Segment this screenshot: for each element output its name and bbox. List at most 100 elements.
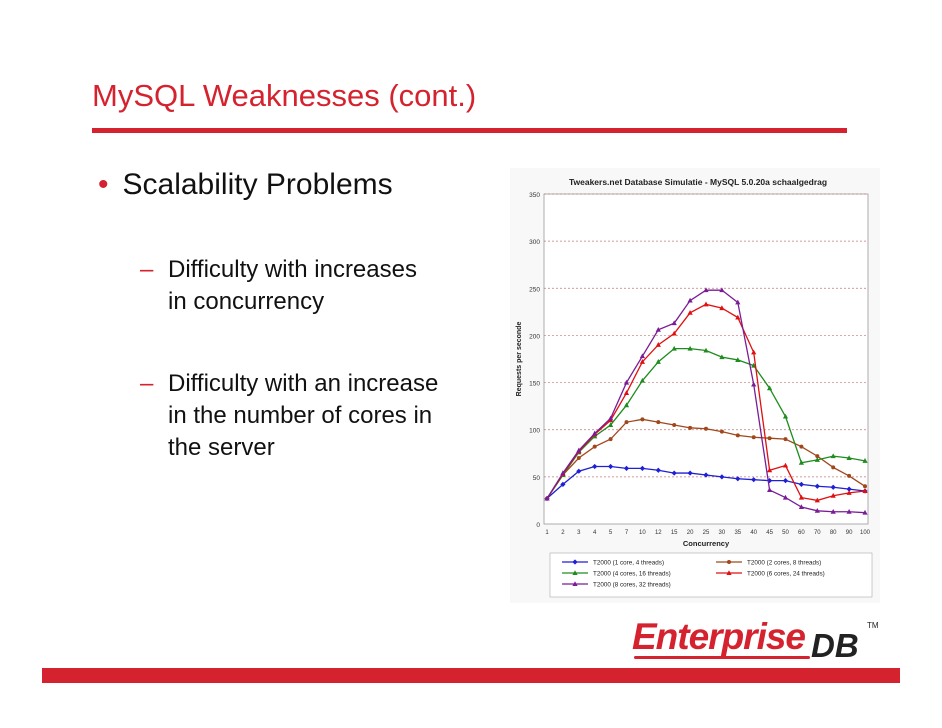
y-axis-label: Requests per seconde (516, 322, 523, 397)
data-point (799, 444, 804, 449)
data-point (623, 379, 630, 385)
data-point (782, 494, 789, 500)
y-tick-label: 50 (533, 475, 541, 482)
x-tick-label: 45 (766, 530, 773, 536)
sub-bullet-1: – Difficulty with increases in concurrenc… (140, 254, 417, 318)
data-point (814, 483, 820, 489)
main-bullet-text: Scalability Problems (122, 168, 393, 201)
sub-bullet-2-line1: Difficulty with an increase (168, 370, 439, 397)
data-point (727, 560, 731, 564)
data-point (576, 447, 582, 453)
data-point (767, 467, 773, 473)
data-point (735, 476, 741, 482)
enterprisedb-logo: Enterprise DB TM (632, 616, 882, 664)
data-point (862, 509, 868, 515)
legend-label: T2000 (2 cores, 8 threads) (747, 560, 821, 567)
data-point (767, 487, 773, 493)
data-point (846, 455, 852, 460)
data-point (798, 494, 804, 500)
data-point (572, 581, 578, 586)
data-point (623, 465, 630, 471)
bullet-dot-icon: • (98, 168, 109, 201)
data-point (767, 385, 773, 391)
chart-panel: Tweakers.net Database Simulatie - MySQL … (510, 168, 880, 603)
x-tick-label: 30 (719, 530, 726, 536)
x-tick-label: 4 (593, 530, 597, 536)
data-point (655, 467, 661, 473)
data-point (847, 473, 852, 478)
data-point (751, 349, 757, 355)
data-point (608, 415, 614, 421)
data-point (560, 481, 566, 487)
data-point (572, 570, 578, 575)
data-point (608, 422, 614, 427)
data-point (831, 465, 836, 470)
slide-title: MySQL Weaknesses (cont.) (92, 78, 477, 113)
x-tick-label: 100 (860, 530, 871, 536)
data-point (735, 357, 741, 362)
main-bullet: • Scalability Problems (98, 168, 393, 202)
data-point (688, 425, 693, 430)
data-point (719, 305, 725, 311)
data-point (639, 353, 645, 359)
data-point (656, 420, 661, 425)
line-chart: Tweakers.net Database Simulatie - MySQL … (516, 177, 873, 598)
x-tick-label: 10 (639, 530, 646, 536)
sub-bullet-2: – Difficulty with an increase in the numb… (140, 368, 438, 464)
legend-label: T2000 (6 cores, 24 threads) (747, 571, 825, 578)
x-tick-label: 90 (846, 530, 853, 536)
y-tick-label: 350 (529, 192, 540, 199)
y-tick-label: 250 (529, 286, 540, 293)
data-point (830, 453, 836, 459)
y-tick-label: 200 (529, 333, 540, 340)
data-point (639, 465, 645, 471)
data-point (782, 462, 789, 468)
data-point (830, 492, 836, 498)
x-tick-label: 7 (625, 530, 629, 536)
data-point (814, 457, 820, 462)
data-point (640, 417, 645, 422)
data-point (815, 454, 820, 459)
y-tick-label: 300 (529, 239, 540, 246)
data-point (798, 481, 804, 487)
sub-bullet-2-line2: in the number of cores in (168, 402, 433, 429)
data-point (798, 504, 804, 510)
data-point (687, 297, 693, 303)
data-point (814, 497, 820, 503)
plot-area (543, 193, 869, 525)
legend-box (549, 552, 873, 598)
x-tick-label: 70 (814, 530, 821, 536)
dash-icon: – (140, 370, 154, 397)
data-point (782, 478, 789, 484)
x-tick-label: 60 (798, 530, 805, 536)
x-tick-label: 25 (703, 530, 710, 536)
data-point (767, 436, 772, 441)
x-tick-label: 35 (734, 530, 741, 536)
sub-bullet-1-line2: in concurrency (168, 288, 325, 315)
x-tick-label: 12 (655, 530, 662, 536)
y-tick-label: 100 (529, 428, 540, 435)
data-point (783, 437, 788, 442)
x-tick-label: 40 (750, 530, 757, 536)
data-point (798, 459, 804, 465)
x-tick-label: 50 (782, 530, 789, 536)
data-point (639, 377, 645, 383)
sub-bullet-2-line3: the server (168, 434, 275, 461)
data-point (671, 345, 677, 351)
data-point (846, 490, 852, 495)
x-tick-label: 1 (545, 530, 549, 536)
data-point (623, 390, 630, 395)
data-point (544, 495, 550, 501)
data-point (719, 287, 725, 293)
data-point (863, 484, 867, 489)
data-point (592, 444, 597, 449)
sub-bullet-1-line1: Difficulty with increases (168, 256, 417, 283)
data-point (703, 301, 709, 307)
data-point (719, 354, 725, 360)
data-point (576, 456, 581, 460)
data-point (687, 310, 693, 315)
data-point (703, 472, 709, 478)
data-point (735, 433, 740, 438)
y-tick-label: 150 (529, 381, 540, 388)
footer-bar (42, 668, 900, 683)
